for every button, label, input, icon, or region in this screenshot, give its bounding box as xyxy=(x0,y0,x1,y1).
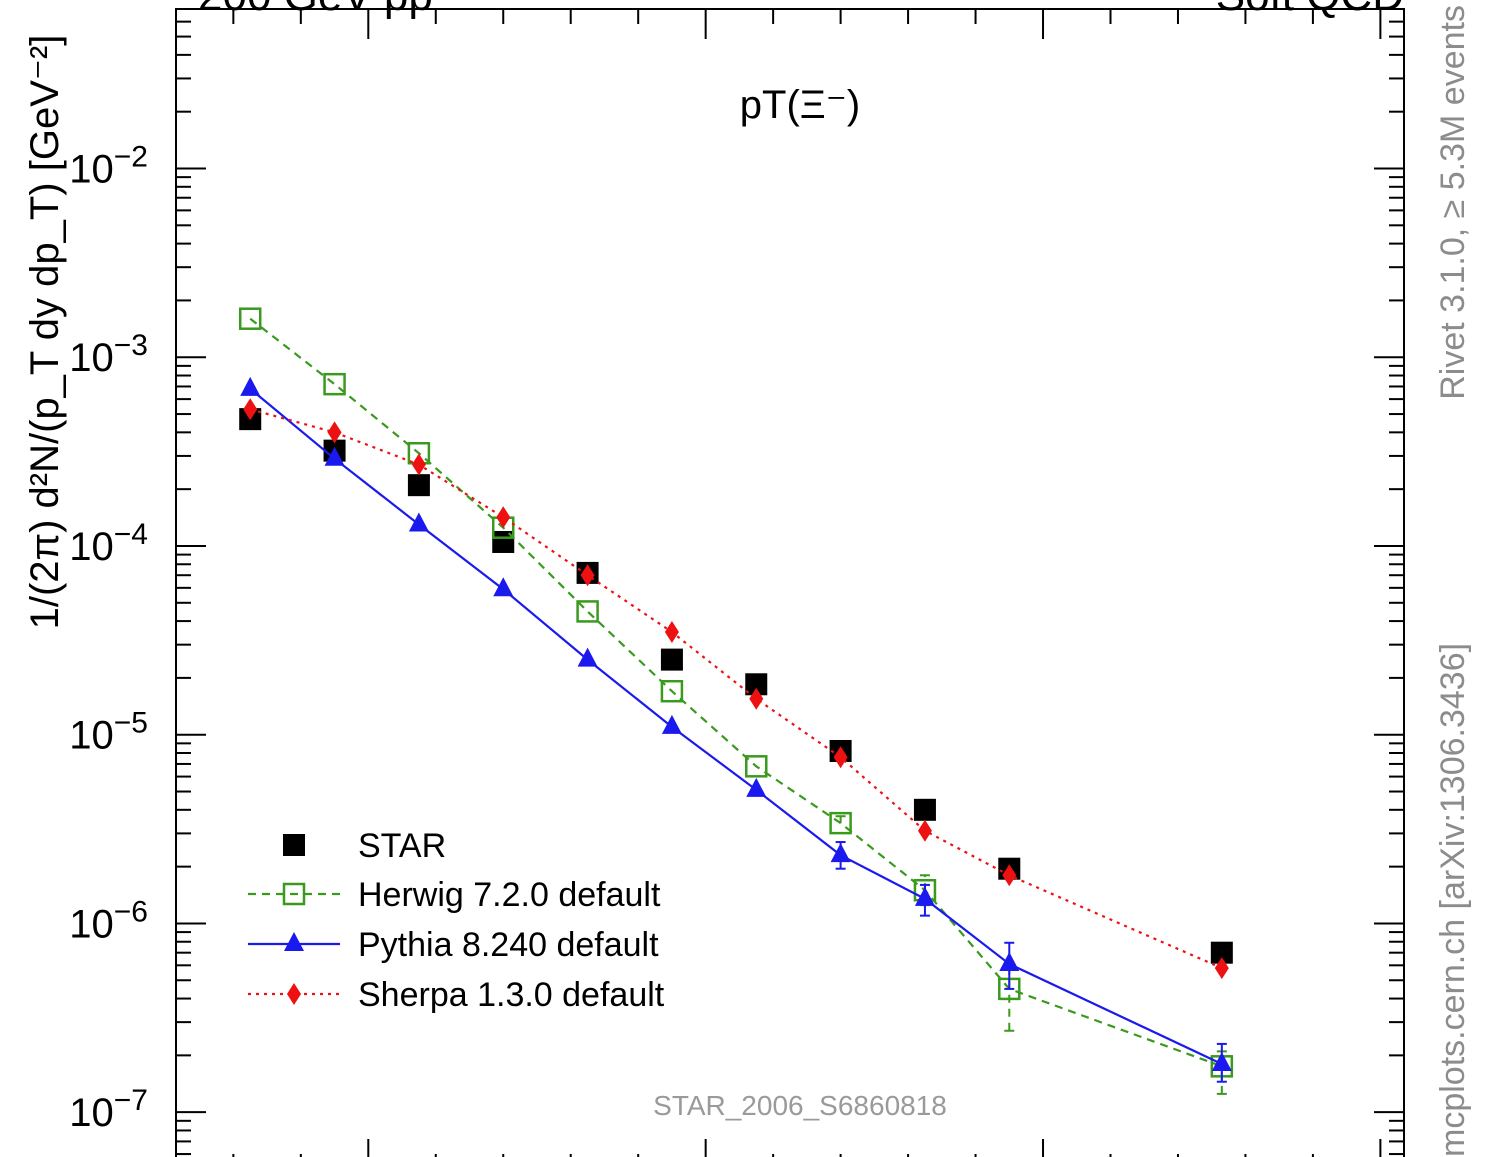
data-point xyxy=(496,506,511,529)
series-layer xyxy=(238,307,1234,1095)
legend-label: Sherpa 1.3.0 default xyxy=(358,976,665,1014)
series-2 xyxy=(240,376,1232,1083)
data-point xyxy=(833,746,848,769)
y-axis-label: 1/(2π) d²N/(p_T dy dp_T) [GeV⁻²] xyxy=(23,35,67,630)
data-point xyxy=(1002,864,1017,887)
data-point xyxy=(411,453,426,476)
data-point xyxy=(913,798,936,821)
data-point xyxy=(577,647,598,667)
data-point xyxy=(580,564,595,587)
legend-marker xyxy=(282,882,306,906)
data-point xyxy=(324,446,345,466)
plot-frame xyxy=(175,8,1405,1157)
series-line xyxy=(249,317,1223,1068)
data-point xyxy=(493,577,514,597)
data-point xyxy=(408,512,429,532)
data-point xyxy=(829,811,852,835)
y-tick-label: 10−2 xyxy=(69,141,148,192)
legend-label: STAR xyxy=(358,827,446,865)
legend-marker xyxy=(287,983,301,1005)
data-point xyxy=(745,673,768,696)
chart-title: pT(Ξ⁻) xyxy=(740,83,860,127)
y-tick-label: 10−5 xyxy=(69,707,148,758)
data-point xyxy=(1214,957,1229,980)
data-point xyxy=(238,307,262,330)
data-point xyxy=(1211,1052,1232,1072)
y-tick-label: 10−7 xyxy=(69,1084,148,1135)
data-point xyxy=(1210,941,1233,964)
data-point xyxy=(407,474,430,497)
y-tick-label: 10−6 xyxy=(69,895,148,946)
axis-ticks xyxy=(176,8,1404,1157)
data-point xyxy=(914,886,935,906)
y-tick-label: 10−4 xyxy=(69,518,148,569)
rivet-label: Rivet 3.1.0, ≥ 5.3M events xyxy=(1434,5,1472,400)
data-point xyxy=(243,398,258,421)
data-point xyxy=(745,755,768,778)
data-point xyxy=(917,819,932,842)
data-point xyxy=(749,687,764,710)
data-point xyxy=(664,621,679,644)
data-point xyxy=(661,714,682,734)
y-tick-label: 10−3 xyxy=(69,329,148,380)
data-point xyxy=(323,372,346,396)
legend-marker xyxy=(283,834,305,856)
legend-label: Herwig 7.2.0 default xyxy=(358,876,661,914)
data-point xyxy=(660,679,684,703)
mcplots-label: mcplots.cern.ch [arXiv:1306.3436] xyxy=(1434,643,1472,1157)
data-point xyxy=(999,951,1020,971)
legend-marker xyxy=(284,932,304,951)
legend: STAR Herwig 7.2.0 default Pythia 8.240 def… xyxy=(248,827,665,1014)
data-point xyxy=(830,843,851,863)
data-point xyxy=(327,421,342,444)
analysis-label: STAR_2006_S6860818 xyxy=(653,1090,947,1121)
data-point xyxy=(240,376,261,396)
series-3 xyxy=(243,398,1229,980)
data-point xyxy=(660,648,683,671)
y-tick-labels: 10−7 10−6 10−5 10−4 10−3 10−2 xyxy=(69,141,148,1136)
legend-label: Pythia 8.240 default xyxy=(358,926,659,964)
data-point xyxy=(746,777,767,797)
data-point xyxy=(576,600,599,623)
